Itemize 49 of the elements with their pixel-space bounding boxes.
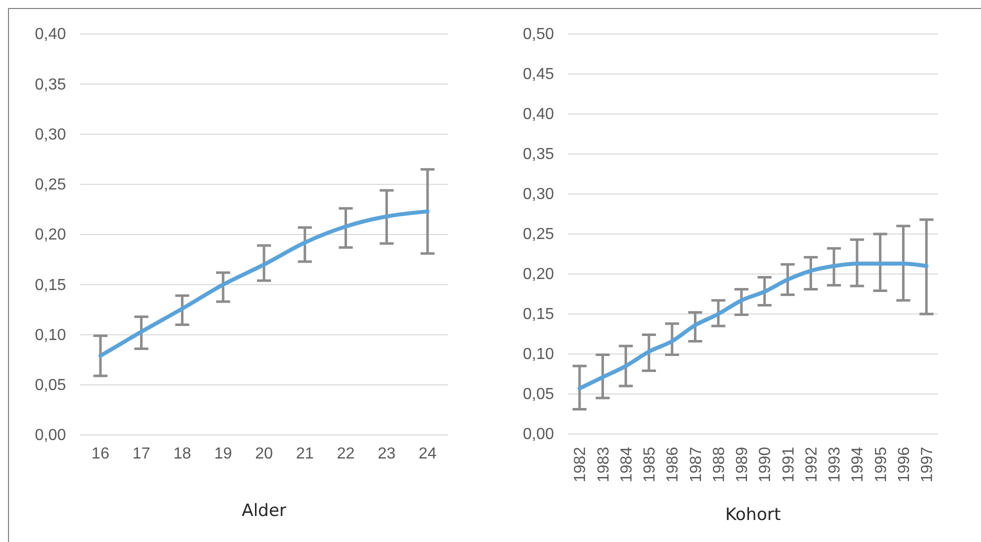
y-tick-label: 0,45	[522, 66, 554, 84]
y-tick-label: 0,35	[522, 146, 554, 164]
x-tick-label: 1995	[872, 446, 890, 482]
x-axis-title: Alder	[242, 501, 286, 521]
x-tick-label: 22	[336, 445, 355, 462]
y-tick-label: 0,15	[34, 276, 66, 294]
x-tick-label: 1996	[896, 446, 913, 482]
y-tick-label: 0,35	[34, 76, 66, 94]
x-axis-title: Kohort	[725, 505, 782, 525]
x-tick-label: 1997	[919, 446, 936, 482]
x-tick-label: 20	[255, 445, 273, 462]
y-tick-label: 0,30	[34, 126, 66, 144]
x-tick-label: 23	[378, 445, 396, 462]
x-tick-label: 18	[173, 445, 192, 462]
y-tick-label: 0,05	[522, 386, 554, 404]
x-tick-label: 1983	[595, 446, 612, 482]
y-tick-label: 0,25	[34, 176, 66, 194]
x-tick-label: 1982	[572, 446, 590, 482]
x-tick-label: 1985	[642, 446, 659, 482]
x-tick-label: 19	[214, 445, 232, 462]
x-tick-label: 1989	[734, 446, 752, 482]
y-tick-label: 0,15	[522, 306, 554, 324]
y-tick-label: 0,50	[522, 26, 554, 44]
y-tick-label: 0,10	[522, 346, 554, 364]
y-tick-label: 0,25	[522, 226, 554, 244]
y-tick-label: 0,05	[34, 376, 66, 394]
x-tick-label: 1988	[710, 446, 728, 482]
line-series	[98, 209, 430, 358]
x-tick-label: 17	[132, 445, 150, 462]
x-tick-label: 1991	[780, 446, 798, 482]
y-tick-label: 0,20	[34, 226, 66, 244]
x-tick-label: 1990	[757, 446, 774, 482]
x-tick-label: 1992	[803, 446, 820, 482]
x-tick-label: 1994	[850, 446, 867, 482]
x-tick-label: 1993	[826, 446, 844, 482]
y-tick-label: 0,40	[34, 26, 66, 44]
y-tick-label: 0,20	[522, 266, 554, 284]
y-tick-label: 0,00	[522, 426, 554, 444]
y-tick-label: 0,30	[522, 186, 554, 204]
line-series	[578, 262, 928, 390]
x-tick-label: 1984	[618, 446, 636, 482]
x-tick-label: 24	[418, 445, 437, 462]
x-tick-label: 16	[92, 445, 110, 462]
y-tick-label: 0,40	[522, 106, 554, 124]
y-tick-label: 0,00	[34, 427, 66, 444]
x-tick-label: 1986	[664, 446, 682, 482]
x-tick-label: 1987	[688, 446, 705, 482]
y-tick-label: 0,10	[34, 326, 66, 344]
x-tick-label: 21	[296, 445, 314, 462]
